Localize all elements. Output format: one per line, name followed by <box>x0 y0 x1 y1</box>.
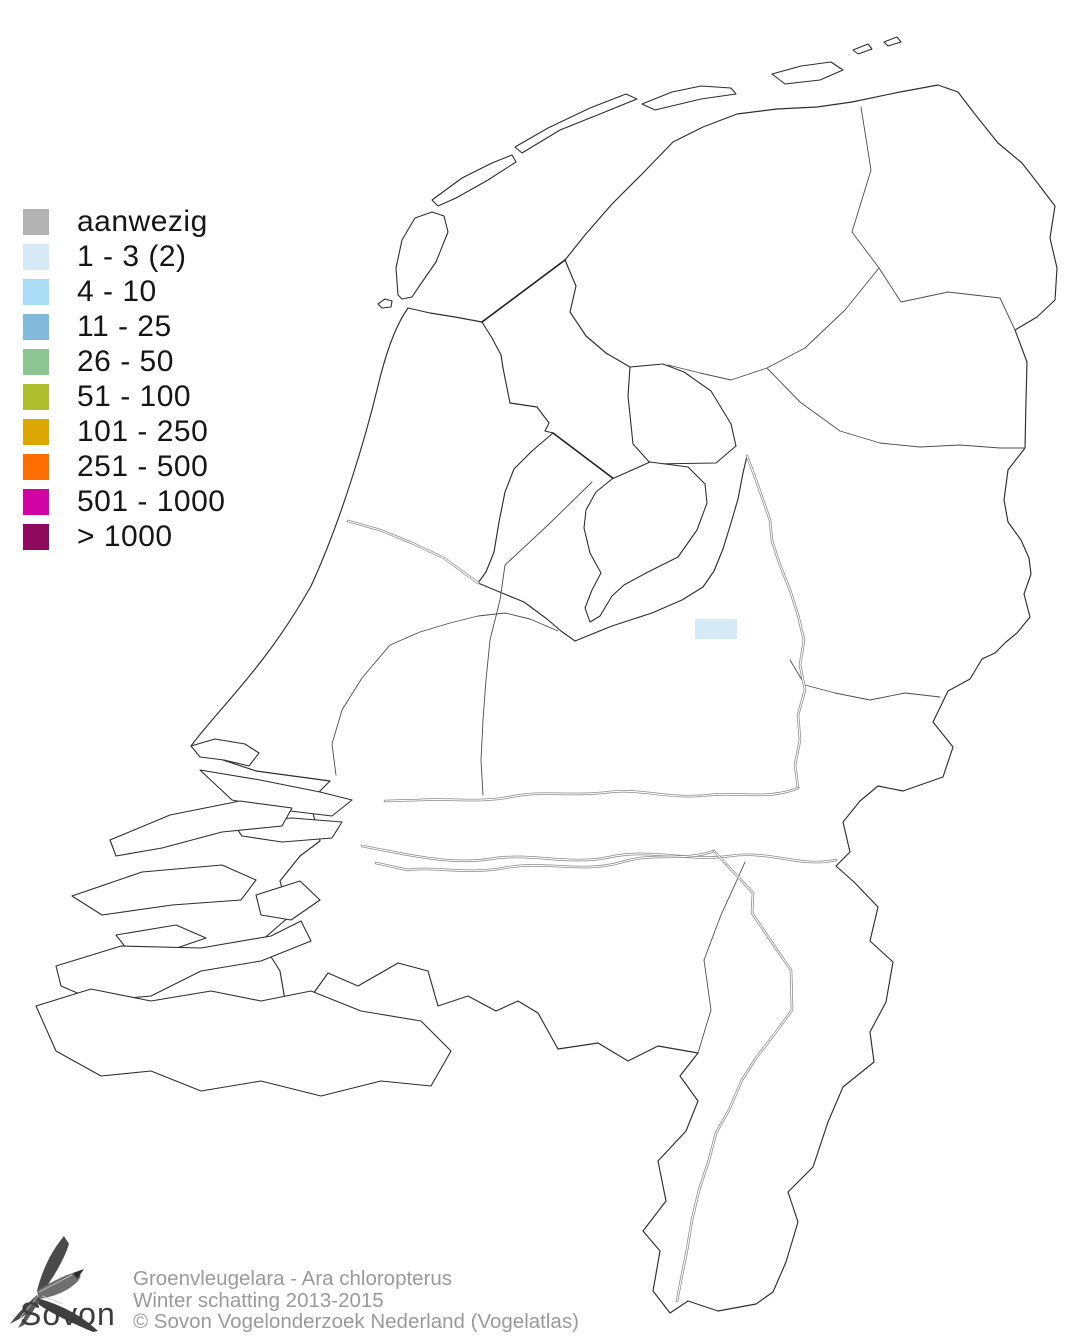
river-noordzeekanaal <box>346 519 480 585</box>
legend-swatch <box>23 313 49 340</box>
legend-row: 501 - 1000 <box>23 484 225 519</box>
schouwen-duiveland <box>71 864 257 916</box>
legend-label: > 1000 <box>77 519 173 553</box>
river-maas-limburg <box>675 849 794 1303</box>
legend-swatch <box>23 488 49 515</box>
legend-label: aanwezig <box>77 204 208 238</box>
zeeuws-vlaanderen <box>35 988 452 1097</box>
legend-row: 251 - 500 <box>23 449 225 484</box>
rottum-islet-east <box>883 36 902 47</box>
gooi-shore <box>477 582 576 642</box>
border-brabant-limburg <box>697 861 746 1054</box>
legend-label: 4 - 10 <box>77 274 157 308</box>
houtribdijk <box>552 432 615 480</box>
vlieland-island <box>431 154 517 207</box>
afsluitdijk <box>481 259 566 323</box>
schiermonnikoog-island <box>771 61 844 85</box>
ameland-island <box>641 85 737 111</box>
legend-label: 1 - 3 (2) <box>77 239 187 273</box>
noordoostpolder <box>627 363 737 465</box>
legend-swatch <box>23 208 49 235</box>
map-caption: Groenvleugelara - Ara chloropterus Winte… <box>133 1268 579 1333</box>
border-groningen-drenthe <box>900 291 1016 331</box>
legend-swatch <box>23 453 49 480</box>
season-subtitle: Winter schatting 2013-2015 <box>133 1288 384 1312</box>
terschelling-island <box>514 93 638 154</box>
copyright-line: © Sovon Vogelonderzoek Nederland (Vogela… <box>133 1310 579 1333</box>
legend-row: 26 - 50 <box>23 344 225 379</box>
legend-label: 501 - 1000 <box>77 484 226 518</box>
river-ijssel <box>745 454 807 790</box>
sovon-logo <box>10 1236 98 1332</box>
legend-label: 101 - 250 <box>77 414 209 448</box>
tholen <box>255 880 321 921</box>
legend-row: 11 - 25 <box>23 309 225 344</box>
legend-label: 11 - 25 <box>77 309 172 343</box>
legend-row: 1 - 3 (2) <box>23 239 225 274</box>
border-gelderland-utrecht <box>480 481 593 796</box>
border-friesland-groningen <box>851 106 902 303</box>
legend-row: aanwezig <box>23 204 225 239</box>
legend-swatch <box>23 278 49 305</box>
legend-label: 26 - 50 <box>77 344 174 378</box>
map-data-cell <box>695 619 737 639</box>
mainland-outline <box>190 84 1058 1314</box>
legend: aanwezig 1 - 3 (2) 4 - 10 11 - 25 26 - 5… <box>23 204 225 554</box>
friesland-ijsselmeer-shore <box>564 259 631 368</box>
river-maas-west <box>374 849 716 873</box>
legend-swatch <box>23 383 49 410</box>
rottum-islet-west <box>852 43 873 55</box>
border-zuidholland-utrecht <box>331 644 391 776</box>
legend-label: 51 - 100 <box>77 379 192 413</box>
flevopolder <box>583 461 708 623</box>
border-friesland-drenthe <box>667 267 880 381</box>
texel-island <box>395 211 449 300</box>
goeree-overflakkee <box>109 800 293 857</box>
legend-row: > 1000 <box>23 519 225 554</box>
map-data-cells <box>695 619 737 639</box>
legend-swatch <box>23 418 49 445</box>
legend-row: 51 - 100 <box>23 379 225 414</box>
species-title: Groenvleugelara - Ara chloropterus <box>133 1267 453 1290</box>
legend-swatch <box>23 348 49 375</box>
legend-row: 4 - 10 <box>23 274 225 309</box>
legend-label: 251 - 500 <box>77 449 209 483</box>
noorderhaaks-island <box>377 298 393 309</box>
sovon-wordmark: Sovon <box>20 1296 116 1332</box>
border-drenthe-overijssel <box>766 367 1026 449</box>
noordholland-east-shore <box>477 321 554 584</box>
legend-swatch <box>23 243 49 270</box>
border-overijssel-gelderland <box>789 659 941 701</box>
border-utrecht-holland <box>389 612 559 646</box>
river-waal <box>360 844 838 864</box>
legend-swatch <box>23 523 49 550</box>
legend-row: 101 - 250 <box>23 414 225 449</box>
randmeren-shore <box>574 455 748 642</box>
maasvlakte <box>190 738 260 767</box>
river-nederrijn-lek <box>383 786 800 803</box>
swallow-icon <box>10 1236 98 1332</box>
